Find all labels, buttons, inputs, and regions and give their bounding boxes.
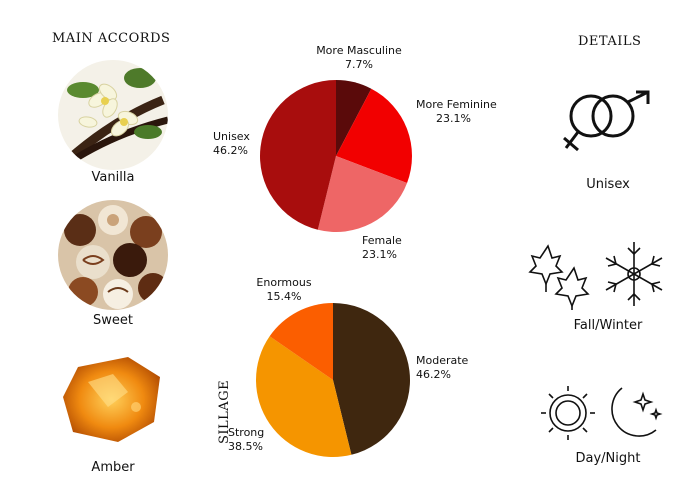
details-title: DETAILS bbox=[578, 34, 642, 49]
unisex-symbol-icon bbox=[558, 88, 658, 162]
sun-moon-icon bbox=[538, 380, 668, 450]
slice-enormous bbox=[269, 303, 333, 380]
pie1-label-more-feminine: More Feminine 23.1% bbox=[416, 98, 497, 125]
accord-label-vanilla: Vanilla bbox=[91, 170, 135, 185]
slice-female bbox=[317, 156, 408, 232]
pie1-label-more-masculine: More Masculine 7.7% bbox=[316, 44, 402, 71]
detail-label-unisex: Unisex bbox=[586, 177, 630, 192]
accord-label-sweet: Sweet bbox=[93, 313, 133, 328]
pie1-label-unisex: Unisex 46.2% bbox=[213, 130, 250, 157]
slice-more-feminine bbox=[336, 88, 412, 183]
slice-strong bbox=[255, 336, 352, 457]
sillage-pie-chart bbox=[255, 303, 411, 457]
slice-more-masculine bbox=[336, 80, 372, 156]
pie2-label-strong: Strong 38.5% bbox=[228, 426, 265, 453]
sillage-label: SILLAGE bbox=[217, 379, 232, 444]
amber-stone-photo bbox=[58, 352, 168, 451]
pie1-label-female: Female 23.1% bbox=[362, 234, 402, 261]
slice-unisex bbox=[259, 80, 336, 230]
accord-label-amber: Amber bbox=[91, 460, 135, 475]
gender-pie-chart bbox=[259, 80, 412, 232]
pie2-label-moderate: Moderate 46.2% bbox=[416, 354, 469, 381]
detail-label-day-night: Day/Night bbox=[575, 451, 641, 466]
slice-moderate bbox=[333, 303, 411, 455]
chocolate-candies-photo bbox=[58, 200, 168, 310]
main-accords-title: MAIN ACCORDS bbox=[52, 31, 171, 46]
detail-label-fall-winter: Fall/Winter bbox=[573, 318, 643, 333]
vanilla-flower-photo bbox=[58, 60, 168, 170]
pie2-label-enormous: Enormous 15.4% bbox=[256, 276, 312, 303]
leaves-snowflake-icon bbox=[528, 238, 668, 314]
